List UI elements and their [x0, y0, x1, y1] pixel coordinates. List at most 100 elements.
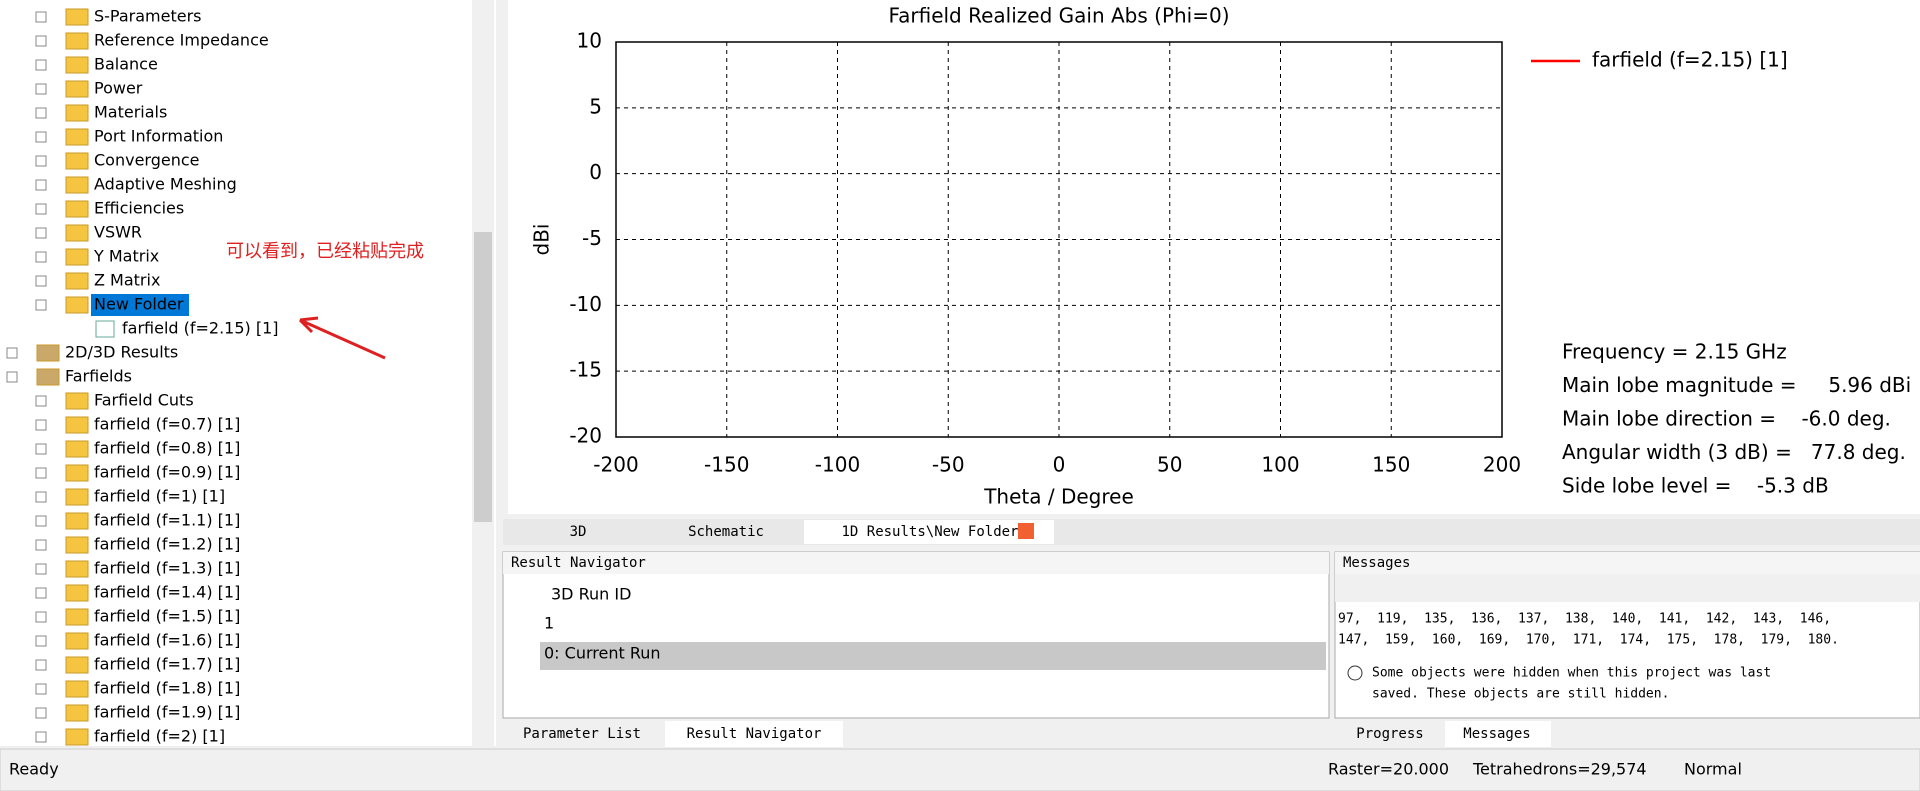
folder-icon: [65, 224, 89, 242]
expander[interactable]: [35, 59, 47, 71]
tree-item[interactable]: farfield (f=1.1) [1]: [94, 511, 240, 530]
tab[interactable]: Parameter List: [523, 726, 641, 742]
tree-item[interactable]: farfield (f=2.15) [1]: [122, 319, 279, 338]
tree-item[interactable]: Convergence: [94, 151, 200, 170]
active-tab[interactable]: [1445, 721, 1551, 747]
tree-item[interactable]: Farfield Cuts: [94, 391, 194, 410]
expander[interactable]: [35, 515, 47, 527]
folder-icon: [65, 32, 89, 50]
status-mode: Normal: [1684, 760, 1742, 779]
tree-item[interactable]: farfield (f=0.7) [1]: [94, 415, 240, 434]
tree-item[interactable]: Farfields: [65, 367, 132, 386]
message-line: saved. These objects are still hidden.: [1372, 687, 1669, 702]
tab[interactable]: Messages: [1463, 726, 1530, 742]
tab[interactable]: Progress: [1356, 726, 1423, 742]
tab[interactable]: 3D: [570, 524, 587, 540]
expander[interactable]: [6, 371, 18, 383]
chart-panel: [508, 0, 1920, 514]
status-bar: [0, 748, 1920, 791]
folder-icon: [65, 152, 89, 170]
folder-icon: [65, 248, 89, 266]
tree-item[interactable]: farfield (f=1.7) [1]: [94, 655, 240, 674]
selected-row[interactable]: [540, 642, 1326, 670]
x-tick-label: -150: [704, 453, 749, 477]
tree-item[interactable]: farfield (f=1.5) [1]: [94, 607, 240, 626]
active-tab[interactable]: [804, 520, 1054, 544]
tree-item[interactable]: Materials: [94, 103, 167, 122]
tree-item[interactable]: Port Information: [94, 127, 223, 146]
tree-item[interactable]: 2D/3D Results: [65, 343, 178, 362]
tree-item[interactable]: farfield (f=1.8) [1]: [94, 679, 240, 698]
tree-item[interactable]: Power: [94, 79, 143, 98]
expander[interactable]: [35, 107, 47, 119]
expander[interactable]: [35, 11, 47, 23]
expander[interactable]: [35, 659, 47, 671]
tree-item[interactable]: farfield (f=2) [1]: [94, 727, 225, 746]
folder-icon: [65, 416, 89, 434]
navigator-row[interactable]: 1: [544, 614, 554, 633]
tree-scroll-thumb[interactable]: [474, 232, 492, 522]
folder-icon: [65, 176, 89, 194]
selection: [91, 294, 189, 316]
y-tick-label: -15: [569, 358, 602, 382]
tree-item[interactable]: Z Matrix: [94, 271, 160, 290]
chart-annotation: Main lobe direction = -6.0 deg.: [1562, 407, 1891, 431]
tree-item[interactable]: farfield (f=1.6) [1]: [94, 631, 240, 650]
expander[interactable]: [35, 563, 47, 575]
expander[interactable]: [35, 635, 47, 647]
expander[interactable]: [35, 35, 47, 47]
tree-item[interactable]: Y Matrix: [93, 247, 159, 266]
expander[interactable]: [35, 83, 47, 95]
expander[interactable]: [35, 155, 47, 167]
active-tab[interactable]: [665, 721, 843, 747]
expander[interactable]: [35, 443, 47, 455]
expander[interactable]: [35, 587, 47, 599]
tree-item[interactable]: Adaptive Meshing: [94, 175, 237, 194]
expander[interactable]: [35, 683, 47, 695]
navigator-row[interactable]: 3D Run ID: [551, 585, 631, 604]
expander[interactable]: [35, 419, 47, 431]
result-icon: [95, 320, 115, 338]
messages-toolbar: [1335, 574, 1920, 602]
tree-item[interactable]: farfield (f=0.9) [1]: [94, 463, 240, 482]
tab[interactable]: Result Navigator: [687, 726, 822, 742]
annotation-note: 可以看到，已经粘贴完成: [226, 241, 424, 261]
x-tick-label: -100: [815, 453, 860, 477]
tree-item[interactable]: Reference Impedance: [94, 31, 269, 50]
expander[interactable]: [35, 251, 47, 263]
expander[interactable]: [6, 347, 18, 359]
tree-item[interactable]: farfield (f=1.9) [1]: [94, 703, 240, 722]
tree-item[interactable]: farfield (f=1.2) [1]: [94, 535, 240, 554]
expander[interactable]: [35, 203, 47, 215]
tree-item[interactable]: S-Parameters: [94, 7, 202, 26]
expander[interactable]: [35, 299, 47, 311]
expander[interactable]: [35, 395, 47, 407]
tree-item[interactable]: farfield (f=0.8) [1]: [94, 439, 240, 458]
tab[interactable]: 1D Results\New Folder: [841, 524, 1018, 540]
expander[interactable]: [35, 467, 47, 479]
folder-icon: [65, 440, 89, 458]
status-tetra: Tetrahedrons=29,574: [1472, 760, 1647, 779]
tree-item[interactable]: VSWR: [94, 223, 142, 242]
expander[interactable]: [35, 707, 47, 719]
folder-icon: [65, 272, 89, 290]
tab[interactable]: Schematic: [688, 524, 764, 540]
tree-item[interactable]: farfield (f=1.4) [1]: [94, 583, 240, 602]
tree-item[interactable]: farfield (f=1) [1]: [94, 487, 225, 506]
tree-item[interactable]: New Folder: [94, 295, 184, 314]
expander[interactable]: [35, 275, 47, 287]
expander[interactable]: [35, 539, 47, 551]
expander[interactable]: [35, 611, 47, 623]
expander[interactable]: [35, 227, 47, 239]
tab-close[interactable]: [1018, 523, 1034, 539]
expander[interactable]: [35, 131, 47, 143]
tree-item[interactable]: Balance: [94, 55, 158, 74]
tree-item[interactable]: farfield (f=1.3) [1]: [94, 559, 240, 578]
expander[interactable]: [35, 491, 47, 503]
expander[interactable]: [35, 179, 47, 191]
navigator-row[interactable]: 0: Current Run: [544, 644, 661, 663]
folder-icon: [65, 680, 89, 698]
expander[interactable]: [35, 731, 47, 743]
tree-item[interactable]: Efficiencies: [94, 199, 184, 218]
x-tick-label: -50: [932, 453, 965, 477]
